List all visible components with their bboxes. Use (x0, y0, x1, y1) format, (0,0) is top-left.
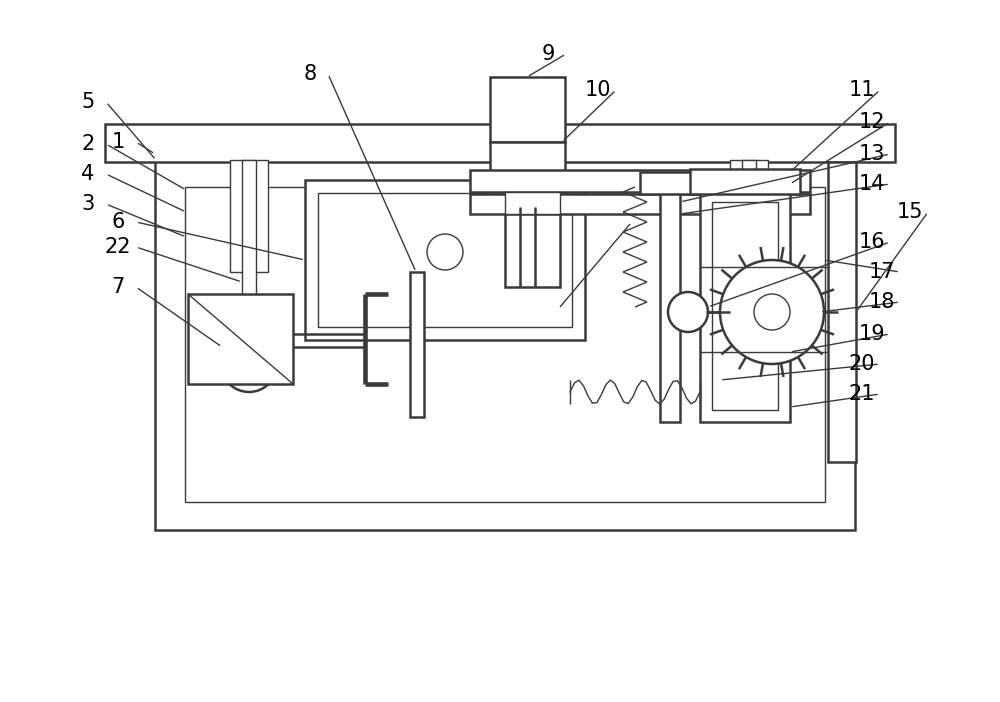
Text: 4: 4 (81, 164, 95, 184)
Text: 10: 10 (585, 80, 611, 100)
Text: 22: 22 (105, 237, 131, 257)
Text: 14: 14 (859, 174, 885, 194)
Bar (105, 124, 895, 162)
Bar (155, 160, 855, 530)
Text: 6: 6 (111, 212, 125, 232)
Circle shape (427, 234, 463, 270)
Bar (490, 77, 565, 142)
Bar (410, 272, 424, 417)
Text: 12: 12 (859, 112, 885, 132)
Bar (690, 169, 800, 194)
Bar (660, 192, 680, 422)
Text: 16: 16 (859, 232, 885, 252)
Bar (700, 190, 790, 422)
Text: 18: 18 (869, 292, 895, 312)
Bar (318, 193, 572, 327)
Bar (828, 162, 856, 462)
Text: 20: 20 (849, 354, 875, 374)
Bar (188, 294, 293, 384)
Text: 5: 5 (81, 92, 95, 112)
Bar (185, 187, 825, 502)
Circle shape (754, 294, 790, 330)
Circle shape (221, 336, 277, 392)
Text: 1: 1 (111, 132, 125, 152)
Text: 17: 17 (869, 262, 895, 282)
Text: 19: 19 (859, 324, 885, 344)
Bar (742, 160, 756, 352)
Text: 11: 11 (849, 80, 875, 100)
Bar (712, 202, 778, 410)
Bar (505, 192, 560, 214)
Bar (470, 194, 810, 214)
Circle shape (720, 260, 824, 364)
Bar (305, 180, 585, 340)
Bar (730, 160, 768, 272)
Circle shape (668, 292, 708, 332)
Text: 8: 8 (303, 64, 317, 84)
Bar (242, 160, 256, 352)
Bar (490, 142, 565, 207)
Text: 2: 2 (81, 134, 95, 154)
Text: 15: 15 (897, 202, 923, 222)
Bar (505, 214, 560, 287)
Text: 9: 9 (541, 44, 555, 64)
Text: 3: 3 (81, 194, 95, 214)
Text: 13: 13 (859, 144, 885, 164)
Text: 7: 7 (111, 277, 125, 297)
Text: 21: 21 (849, 384, 875, 404)
Bar (640, 172, 700, 194)
Bar (470, 170, 810, 192)
Bar (230, 160, 268, 272)
Circle shape (721, 336, 777, 392)
